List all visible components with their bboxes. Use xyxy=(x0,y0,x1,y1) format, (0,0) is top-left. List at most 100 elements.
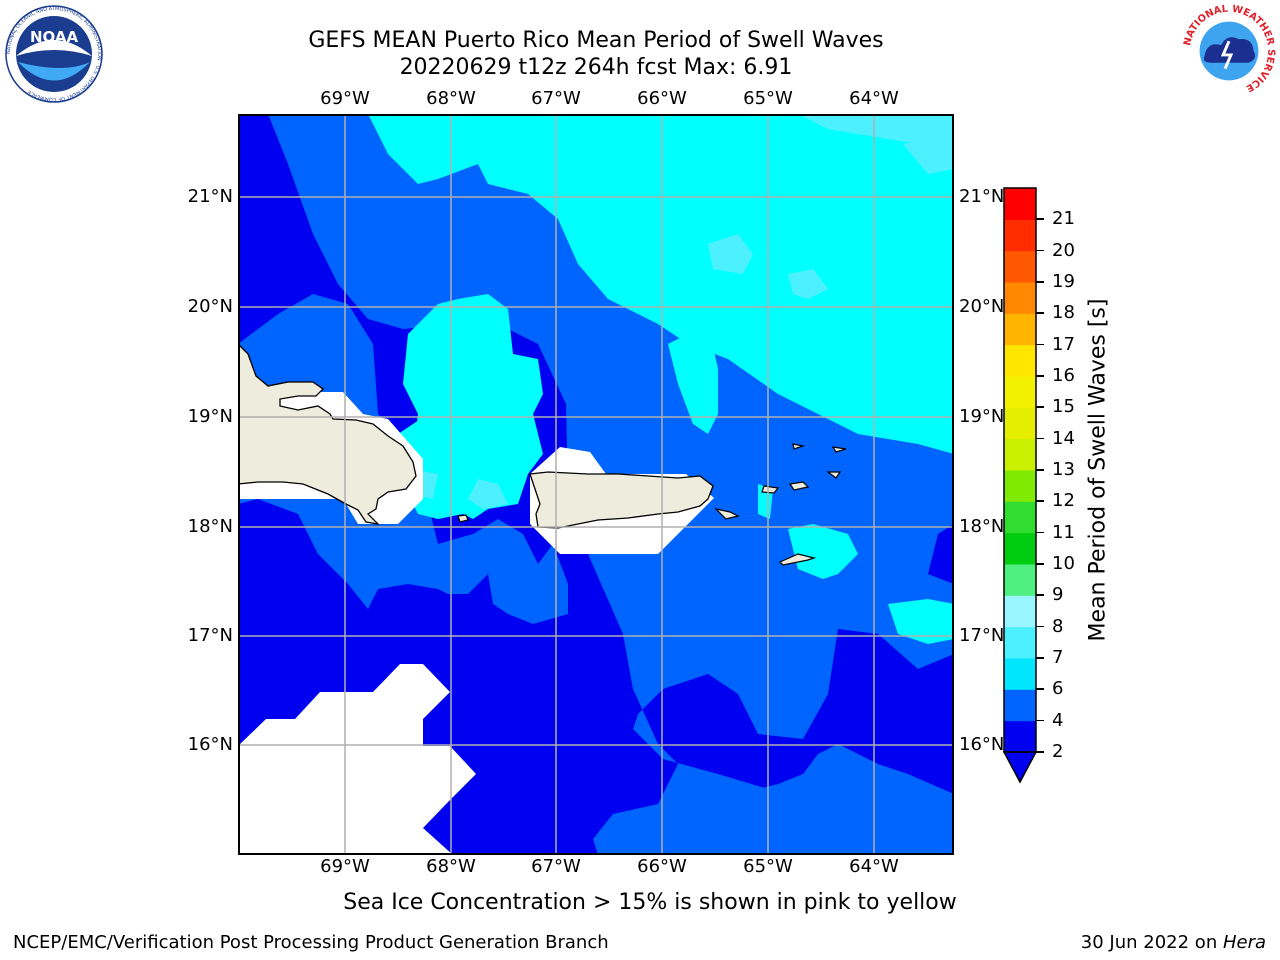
colorbar-tick-label: 10 xyxy=(1052,553,1075,574)
colorbar-tick xyxy=(1036,249,1044,252)
colorbar-tick xyxy=(1036,437,1044,440)
contour-6-7s xyxy=(468,479,508,509)
colorbar-cell xyxy=(1004,470,1036,502)
contour-4-6s xyxy=(888,599,954,644)
contour-4-6s xyxy=(368,114,954,454)
graticule xyxy=(238,114,954,855)
lon-label-top: 67°W xyxy=(531,88,581,109)
colorbar-tick-label: 4 xyxy=(1052,709,1064,731)
colorbar-tick-label: 19 xyxy=(1052,271,1075,292)
colorbar-tick xyxy=(1036,751,1044,753)
virgin-islands xyxy=(761,485,780,494)
colorbar-tick-label: 2 xyxy=(1052,741,1064,762)
noaa-logo: NOAA NATIONAL OCEANIC AND ATMOSPHERIC AD… xyxy=(5,5,103,103)
lat-label-left: 18°N xyxy=(187,516,233,537)
lat-label-right: 20°N xyxy=(959,296,1005,317)
contour-6-7s xyxy=(798,114,954,174)
colorbar-cell xyxy=(1004,188,1036,220)
lat-label-right: 21°N xyxy=(959,186,1005,207)
colorbar-cell xyxy=(1004,720,1036,753)
colorbar-tick-label: 13 xyxy=(1052,459,1075,480)
colorbar-tick-label: 8 xyxy=(1052,615,1064,637)
lon-label-top: 64°W xyxy=(849,88,899,109)
colorbar-tick-label: 9 xyxy=(1052,584,1064,606)
colorbar-tick xyxy=(1036,531,1044,534)
lon-label-bottom: 65°W xyxy=(743,856,793,877)
colorbar xyxy=(1002,187,1038,784)
chart-title: GEFS MEAN Puerto Rico Mean Period of Swe… xyxy=(308,28,884,53)
lon-label-bottom: 69°W xyxy=(320,856,370,877)
colorbar-tick xyxy=(1036,594,1044,596)
colorbar-tick xyxy=(1036,657,1044,659)
colorbar-tick xyxy=(1036,281,1044,283)
colorbar-tick-label: 21 xyxy=(1052,208,1075,230)
noaa-logo-text: NOAA xyxy=(30,28,79,46)
colorbar-tick-label: 11 xyxy=(1052,521,1075,543)
swell-period-map xyxy=(238,114,954,855)
lon-label-bottom: 66°W xyxy=(637,856,687,877)
virgin-islands xyxy=(788,481,810,491)
lon-label-top: 68°W xyxy=(426,88,476,109)
colorbar-cell xyxy=(1004,532,1036,565)
colorbar-tick xyxy=(1036,406,1044,408)
colorbar-tick xyxy=(1036,218,1044,220)
lon-label-bottom: 64°W xyxy=(849,856,899,877)
map-frame xyxy=(238,114,954,855)
colorbar-cell xyxy=(1004,344,1036,377)
colorbar-tick xyxy=(1036,719,1044,722)
puerto-rico-land xyxy=(529,471,714,529)
colorbar-tick-label: 20 xyxy=(1052,239,1075,261)
colorbar-cell xyxy=(1004,219,1036,252)
lon-label-top: 65°W xyxy=(743,88,793,109)
colorbar-tick-label: 18 xyxy=(1052,302,1075,324)
colorbar-cell xyxy=(1004,313,1036,346)
lon-label-top: 69°W xyxy=(320,88,370,109)
lon-label-bottom: 67°W xyxy=(531,856,581,877)
sea-ice-note: Sea Ice Concentration > 15% is shown in … xyxy=(343,890,957,915)
colorbar-tick-label: 14 xyxy=(1052,427,1075,449)
colorbar-tick-label: 6 xyxy=(1052,678,1064,700)
contour-6-7s xyxy=(708,234,753,274)
lat-label-left: 21°N xyxy=(187,186,233,207)
lat-label-right: 17°N xyxy=(959,625,1005,646)
colorbar-cell xyxy=(1004,438,1036,471)
lat-label-right: 19°N xyxy=(959,406,1005,427)
colorbar-tick xyxy=(1036,625,1044,628)
lon-label-top: 66°W xyxy=(637,88,687,109)
colorbar-tick-label: 16 xyxy=(1052,365,1075,386)
colorbar-tick-label: 12 xyxy=(1052,490,1075,512)
colorbar-cell xyxy=(1004,595,1036,628)
colorbar-tick xyxy=(1036,688,1044,690)
footer-host: Hera xyxy=(1222,932,1266,953)
footer-date-text: 30 Jun 2022 on xyxy=(1080,932,1223,953)
colorbar-tick xyxy=(1036,343,1044,346)
colorbar-cell xyxy=(1004,501,1036,534)
nws-logo: NATIONAL WEATHER SERVICE xyxy=(1182,4,1276,98)
hispaniola-land xyxy=(238,343,417,525)
lat-label-left: 16°N xyxy=(187,734,233,755)
colorbar-cell xyxy=(1004,689,1036,722)
contour-4-6s xyxy=(403,294,543,519)
lat-label-right: 16°N xyxy=(959,734,1005,755)
chart-subtitle: 20220629 t12z 264h fcst Max: 6.91 xyxy=(399,55,793,80)
colorbar-extend-arrow xyxy=(1002,751,1038,784)
footer-credit: NCEP/EMC/Verification Post Processing Pr… xyxy=(13,932,609,953)
isla-mona xyxy=(457,514,469,523)
colorbar-tick-label: 7 xyxy=(1052,647,1064,668)
colorbar-cell xyxy=(1004,658,1036,690)
colorbar-tick-label: 17 xyxy=(1052,333,1075,355)
virgin-islands xyxy=(831,446,847,453)
virgin-islands xyxy=(714,507,740,520)
lon-label-bottom: 68°W xyxy=(426,856,476,877)
colorbar-cell xyxy=(1004,407,1036,440)
colorbar-tick xyxy=(1036,375,1044,377)
contour-6-7s xyxy=(903,139,954,174)
colorbar-cell xyxy=(1004,282,1036,314)
anegada xyxy=(792,443,806,450)
virgin-islands xyxy=(826,471,842,479)
footer-date: 30 Jun 2022 on Hera xyxy=(1081,932,1266,953)
colorbar-cell xyxy=(1004,564,1036,596)
contour-6-7s xyxy=(788,269,828,299)
st-croix xyxy=(778,553,817,566)
colorbar-tick xyxy=(1036,563,1044,565)
